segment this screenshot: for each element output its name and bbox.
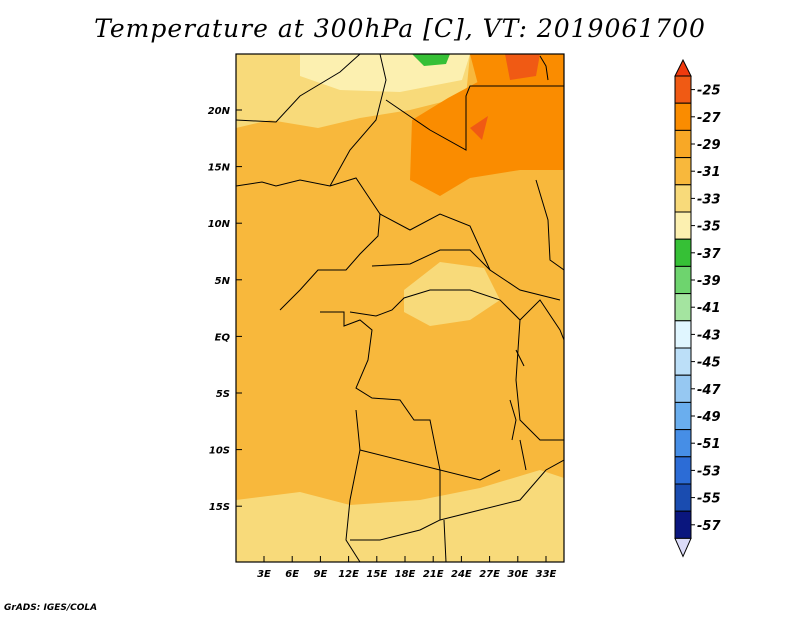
field-northeast-hot2: [470, 116, 488, 140]
grads-credit: GrADS: IGES/COLA: [4, 603, 98, 613]
colorbar-label: -55: [697, 492, 721, 507]
colorbar-bin: [674, 347, 692, 376]
colorbar-bottom-arrow: [674, 537, 692, 558]
colorbar-label: -33: [697, 192, 721, 207]
colorbar-label: -47: [697, 383, 721, 398]
lon-tick-label: 27E: [479, 569, 500, 580]
colorbar-bin: [674, 483, 692, 512]
lon-tick-label: 33E: [536, 569, 557, 580]
lat-tick-label: 20N: [208, 106, 231, 117]
map-title: Temperature at 300hPa [C], VT: 201906170…: [94, 14, 706, 43]
border-angola-west: [345, 409, 361, 562]
colorbar-label: -27: [697, 111, 721, 126]
border-chad-sudan-libya: [385, 85, 564, 151]
colorbar-label: -43: [697, 328, 721, 343]
colorbar-bin: [674, 510, 692, 539]
colorbar-label: -35: [697, 220, 721, 235]
colorbar-bin: [674, 129, 692, 159]
colorbar-label: -53: [697, 464, 721, 479]
lon-tick-label: 9E: [314, 569, 328, 580]
border-ethiopia: [535, 179, 564, 271]
field-northeast-hot: [505, 54, 540, 80]
map-frame: [235, 53, 565, 563]
colorbar-bin: [674, 184, 692, 213]
lon-tick-label: 18E: [395, 569, 416, 580]
colorbar-bin: [674, 374, 692, 403]
lake-outlines: [509, 349, 527, 471]
lon-tick-label: 30E: [507, 569, 528, 580]
colorbar-bin: [674, 293, 692, 322]
field-central-cool: [404, 262, 500, 326]
border-chad-niger: [329, 54, 387, 187]
colorbar-bin: [674, 456, 692, 485]
nile-delta-coast: [539, 55, 549, 81]
colorbar-label: -49: [697, 410, 721, 425]
border-algeria-niger: [236, 54, 361, 123]
lon-tick-label: 6E: [285, 569, 299, 580]
colorbar-label: -31: [697, 165, 721, 180]
lat-tick-label: 5N: [215, 276, 231, 287]
border-drc-north: [349, 289, 521, 381]
colorbar-bin: [674, 157, 692, 186]
lat-tick-label: 15S: [209, 502, 230, 513]
colorbar-bin: [674, 320, 692, 349]
colorbar-label: -51: [697, 437, 721, 452]
colorbar-bin: [674, 102, 692, 131]
border-angola-south: [350, 449, 441, 541]
country-borders: [236, 54, 564, 562]
border-car-congo: [371, 249, 491, 271]
lon-tick-label: 3E: [257, 569, 271, 580]
colorbar-label: -45: [697, 356, 721, 371]
border-tanzania: [515, 379, 564, 441]
colorbar-bin: [674, 238, 692, 267]
lat-tick-label: EQ: [215, 332, 231, 343]
lon-tick-label: 12E: [338, 569, 359, 580]
colorbar-bin: [674, 75, 692, 104]
colorbar-label: -41: [697, 301, 721, 316]
lat-tick-label: 15N: [208, 163, 231, 174]
border-uganda-kenya: [519, 299, 564, 341]
colorbar-bin: [674, 211, 692, 240]
lat-tick-label: 10N: [208, 219, 231, 230]
border-car: [379, 213, 561, 301]
lat-tick-label: 10S: [209, 446, 230, 457]
lat-tick-label: 5S: [216, 389, 230, 400]
temperature-field: [236, 54, 564, 562]
field-south-cool: [236, 470, 564, 562]
field-green-patch: [412, 54, 450, 66]
colorbar-label: -39: [697, 274, 721, 289]
colorbar: -25 -27 -29 -31 -33 -35 -37 -39 -41 -43 -45 -47 -49 -…: [674, 58, 721, 558]
lon-tick-label: 24E: [451, 569, 472, 580]
lon-tick-label: 15E: [366, 569, 387, 580]
colorbar-top-arrow: [674, 58, 692, 77]
colorbar-label: -29: [697, 138, 721, 153]
colorbar-label: -25: [697, 84, 721, 99]
colorbar-label: -37: [697, 247, 721, 262]
border-namibia-botswana: [443, 519, 447, 562]
colorbar-bin: [674, 401, 692, 431]
map-axis-ticks: 3E 6E 9E 12E 15E 18E 21E 24E 27E 30E 33E 20N 15N 10N 5…: [208, 106, 557, 580]
lon-tick-label: 21E: [423, 569, 444, 580]
colorbar-bin: [674, 265, 692, 295]
colorbar-label: -57: [697, 519, 721, 534]
border-zambia: [439, 459, 564, 521]
colorbar-bin: [674, 429, 692, 458]
border-drc-west-south: [320, 311, 501, 481]
